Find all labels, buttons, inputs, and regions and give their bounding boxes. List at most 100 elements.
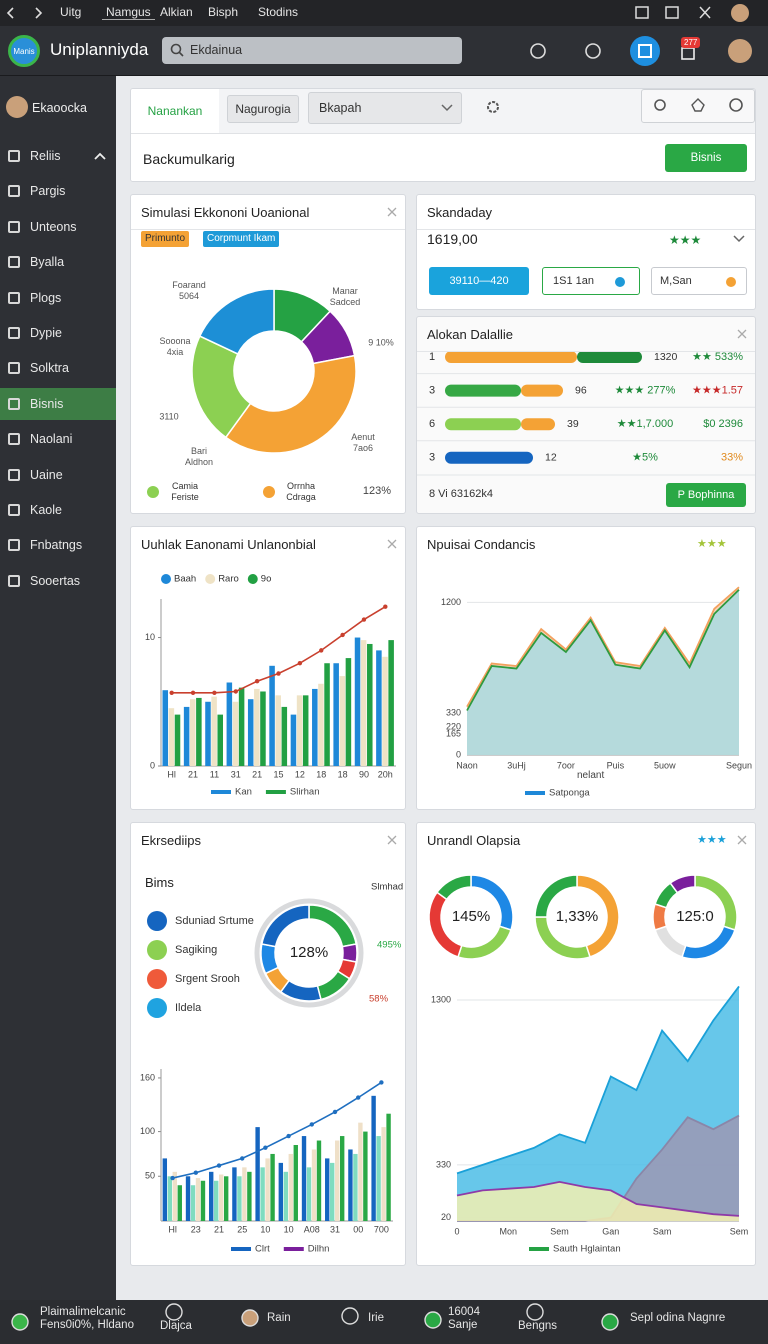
close-icon[interactable] xyxy=(387,207,397,217)
toolbar-row: Backumulkarig Bisnis xyxy=(131,133,755,181)
bar xyxy=(255,1127,260,1221)
dock-item[interactable]: Dlajca xyxy=(160,1320,192,1332)
close-icon[interactable] xyxy=(737,329,747,339)
icon[interactable] xyxy=(691,98,705,112)
bar xyxy=(209,1171,214,1221)
dock-icon xyxy=(601,1313,619,1331)
icon[interactable] xyxy=(530,43,546,59)
avatar[interactable] xyxy=(731,4,749,22)
x-tick-label: 7oor xyxy=(557,760,575,770)
icon[interactable] xyxy=(585,43,601,59)
icon[interactable] xyxy=(654,99,666,111)
search-box[interactable]: Ekdainua xyxy=(162,37,462,64)
bar-segment xyxy=(445,351,577,363)
system-menu-item[interactable]: Alkian xyxy=(160,5,193,19)
icon[interactable] xyxy=(635,6,649,19)
close-icon[interactable] xyxy=(387,835,397,845)
tab-active[interactable]: Nanankan xyxy=(131,89,219,133)
rating: ★★★ xyxy=(697,834,727,846)
icon[interactable] xyxy=(681,47,695,60)
legend-swatch xyxy=(211,790,231,794)
nav-item[interactable]: Pargis xyxy=(0,175,116,207)
legend-swatch xyxy=(265,790,286,794)
collapse-caret[interactable] xyxy=(94,152,106,160)
icon[interactable] xyxy=(665,6,679,19)
nav-item[interactable]: Kaole xyxy=(0,494,116,526)
select[interactable]: Bkapah xyxy=(308,92,462,124)
nav-arrows[interactable] xyxy=(6,6,46,20)
nav-item[interactable]: Bisnis xyxy=(0,387,116,420)
nav-item[interactable]: Plogs xyxy=(0,282,116,314)
button[interactable]: 1S1 1an xyxy=(542,267,640,295)
forward-arrow[interactable] xyxy=(35,7,43,19)
nav-item[interactable]: Sooertas xyxy=(0,565,116,597)
tag[interactable]: Corpmunt Ikam xyxy=(203,231,280,247)
tag[interactable]: Primunto xyxy=(141,231,190,247)
bar xyxy=(386,1113,391,1221)
expand-caret[interactable] xyxy=(733,235,745,243)
line-marker xyxy=(319,648,324,653)
dock-item[interactable]: Bengns xyxy=(518,1320,558,1332)
user-avatar[interactable] xyxy=(6,96,28,118)
dock-item[interactable]: 16004 Sanje xyxy=(448,1306,480,1331)
app-title: Uniplanniyda xyxy=(50,40,149,59)
avatar[interactable] xyxy=(728,39,752,63)
donut-label: Bari Aldhon xyxy=(184,446,214,467)
nav-item[interactable]: Solktra xyxy=(0,352,116,384)
nav-item[interactable]: Reliis xyxy=(0,140,116,172)
tab[interactable]: Nagurogia xyxy=(227,95,299,123)
donut-label: 58% xyxy=(369,994,389,1005)
dock-item[interactable]: Irie xyxy=(368,1312,384,1324)
row-value: 96 xyxy=(575,384,587,396)
icon[interactable] xyxy=(699,6,711,19)
nav-item[interactable]: Unteons xyxy=(0,211,116,243)
card: 0 165 220 330 1200 Naon 3uHj 7oor Puis 5uow Segun S… xyxy=(416,526,756,810)
close-glyph xyxy=(387,539,397,549)
rating: ★★★ xyxy=(697,538,727,550)
nav-item[interactable]: Fnbatngs xyxy=(0,529,116,561)
row-change: ★★★ 277% xyxy=(615,385,676,397)
toolbar: Nanankan Nagurogia Bkapah Backumulkarig … xyxy=(130,88,756,182)
button[interactable]: M,San xyxy=(651,267,747,295)
button[interactable]: P Bophinna xyxy=(666,483,746,507)
row-extra: ★★★1.57 xyxy=(692,385,743,397)
system-menu-item[interactable]: Bisph xyxy=(208,5,239,19)
x-tick-label: 31 xyxy=(330,1224,340,1234)
donut-label: Aenut 7ao6 xyxy=(351,432,375,453)
nav-item[interactable]: Byalla xyxy=(0,246,116,278)
icon[interactable] xyxy=(630,36,660,66)
donut-label: 495% xyxy=(377,940,402,951)
bar xyxy=(325,1158,330,1221)
system-menu-item[interactable]: Namgus xyxy=(102,5,155,20)
nav-item[interactable]: Dypie xyxy=(0,317,116,349)
bar xyxy=(348,1149,353,1221)
bar xyxy=(260,691,266,766)
close-icon[interactable] xyxy=(387,539,397,549)
x-tick-label: 18 xyxy=(316,769,326,779)
nav-item[interactable]: Uaine xyxy=(0,459,116,491)
dock-item[interactable]: Plaimalimelcanic Fens0i0%, Hldano xyxy=(40,1306,134,1331)
bar xyxy=(205,701,211,766)
bar xyxy=(223,1176,229,1221)
nav-label: Solktra xyxy=(30,361,69,376)
dock-item[interactable]: Sepl odina Nagnre xyxy=(630,1312,726,1324)
button[interactable]: 39110—420 xyxy=(429,267,529,295)
donut-label: Manar Sadced xyxy=(329,286,361,307)
nav-item[interactable]: Naolani xyxy=(0,423,116,455)
back-arrow[interactable] xyxy=(6,7,14,19)
dock-item[interactable]: Rain xyxy=(267,1312,291,1324)
system-menu-item[interactable]: Uitg xyxy=(60,5,82,19)
card-subtitle: Bims xyxy=(145,875,174,890)
close-icon[interactable] xyxy=(737,835,747,845)
icon[interactable] xyxy=(729,98,743,112)
settings-icon[interactable] xyxy=(485,99,501,115)
line-marker xyxy=(383,604,388,609)
nav-list: Reliis Pargis Unteons Byalla Plogs Dypie Solkt… xyxy=(0,140,116,620)
x-tick-label: Mon xyxy=(500,1226,518,1236)
y-tick-label: 1300 xyxy=(431,994,451,1004)
logo[interactable]: Manis xyxy=(8,35,40,67)
legend-swatch xyxy=(205,574,216,584)
legend-label: Baah xyxy=(174,574,196,585)
primary-button[interactable]: Bisnis xyxy=(665,144,747,172)
system-menu-item[interactable]: Stodins xyxy=(258,5,299,19)
